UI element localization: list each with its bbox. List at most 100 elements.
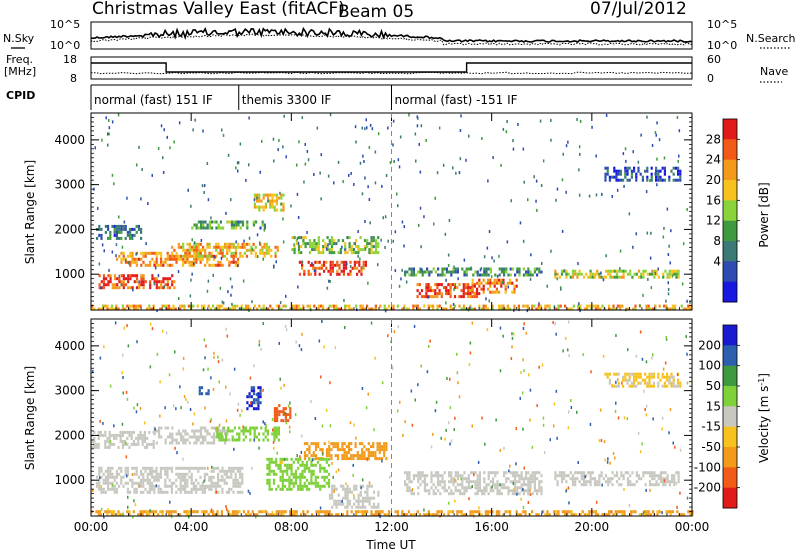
power-colorbar-label: Power [dB] [757,182,771,247]
noise-sky-line [90,26,693,43]
noise-search-line [90,33,693,46]
freq-label-bottom: [MHz] [4,65,36,78]
colorbar-tick-label: 8 [713,234,721,248]
colorbar-swatch [723,426,737,448]
nave-line [90,71,693,75]
colorbar-swatch [723,365,737,387]
colorbar-swatch [723,406,737,428]
freq-tick-bottom: 8 [70,72,77,85]
cpid-label: CPID [6,89,35,102]
colorbar-swatch [723,447,737,468]
date-title: 07/Jul/2012 [590,0,687,19]
nave-tick-top: 60 [707,53,721,66]
echo-region [191,220,266,230]
velocity-ylabel: Slant Range [km] [23,366,37,470]
x-tick-label: 00:00 [74,520,109,534]
cpid-panel: CPID normal (fast) 151 IF themis 3300 IF n… [6,84,692,110]
echo-region [291,236,380,255]
colorbar-swatch [723,281,737,303]
cpid-segment-label: normal (fast) 151 IF [94,93,213,107]
noise-search-label: N.Search [746,32,796,45]
freq-panel: Freq. [MHz] 18 8 60 0 Nave [4,53,788,85]
cpid-segment-label: themis 3300 IF [242,93,332,107]
beam-title: Beam 05 [338,2,414,22]
y-tick-label: 2000 [54,428,85,442]
colorbar-swatch [723,325,737,346]
echo-region [298,260,367,276]
colorbar-tick-label: 12 [706,214,721,228]
colorbar-swatch [723,241,737,262]
colorbar-swatch [723,159,737,181]
noise-tick-left-top: 10^5 [50,18,80,31]
colorbar-tick-label: 200 [698,338,721,352]
x-axis-title: Time UT [365,538,416,552]
power-ylabel: Slant Range [km] [23,160,37,264]
colorbar-swatch [723,180,737,201]
y-tick-label: 4000 [54,339,85,353]
echo-region [404,471,543,496]
nave-tick-bottom: 0 [707,72,714,85]
x-tick-label: 20:00 [575,520,610,534]
y-tick-label: 3000 [54,384,85,398]
echo-region [216,426,280,442]
colorbar-tick-label: 16 [706,193,721,207]
x-tick-label: 00:00 [675,520,710,534]
scatter-echoes [93,113,691,313]
noise-sky-label: N.Sky [3,32,35,45]
echo-region [273,404,292,423]
echo-region [253,193,285,212]
freq-label-top: Freq. [6,53,33,66]
noise-tick-left-bottom: 10^0 [50,39,80,52]
colorbar-tick-label: -50 [701,440,721,454]
echo-region [554,269,680,279]
colorbar-tick-label: -200 [694,481,721,495]
colorbar-swatch [723,261,737,283]
colorbar-tick-label: 4 [713,254,721,268]
echo-region [91,430,155,449]
noise-panel: N.Sky 10^5 10^0 10^5 10^0 N.Search [3,18,796,52]
x-tick-label: 12:00 [374,520,409,534]
y-tick-label: 1000 [54,267,85,281]
colorbar-tick-label: -100 [694,460,721,474]
echo-region [171,242,279,258]
echo-region [96,466,244,494]
y-tick-label: 1000 [54,473,85,487]
station-title: Christmas Valley East (fitACF) [92,0,345,19]
y-tick-label: 4000 [54,133,85,147]
colorbar-swatch [723,119,737,140]
y-tick-label: 3000 [54,178,85,192]
echo-region [96,224,143,240]
echo-region [116,251,242,267]
velocity-colorbar-label: Velocity [m s-1] [757,373,772,463]
echo-region [303,442,388,461]
x-tick-label: 04:00 [174,520,209,534]
echo-region [266,457,331,491]
freq-line [91,62,692,73]
nave-label: Nave [760,65,788,78]
echo-region [554,471,680,487]
echo-region [198,386,210,396]
colorbar-tick-label: 50 [706,379,721,393]
colorbar-swatch [723,386,737,407]
colorbar-swatch [723,487,737,509]
cpid-segment-label: normal (fast) -151 IF [395,93,518,107]
scatter-echoes [91,320,689,519]
echo-region [246,386,262,411]
colorbar-tick-label: 100 [698,359,721,373]
colorbar-tick-label: 20 [706,173,721,187]
x-tick-label: 08:00 [274,520,309,534]
echo-region [404,267,543,277]
colorbar-tick-label: -15 [701,420,721,434]
colorbar-swatch [723,200,737,222]
echo-region [98,274,176,290]
colorbar-tick-label: 24 [706,153,721,167]
echo-region [91,510,694,517]
echo-region [416,283,481,299]
noise-tick-right-bottom: 10^0 [707,39,737,52]
colorbar-swatch [723,220,737,242]
colorbar-tick-label: 28 [706,132,721,146]
colorbar-swatch [723,467,737,489]
power-panel: 1000 2000 3000 4000 Slant Range [km] 28 24 20… [23,112,771,313]
echo-region [328,484,380,509]
